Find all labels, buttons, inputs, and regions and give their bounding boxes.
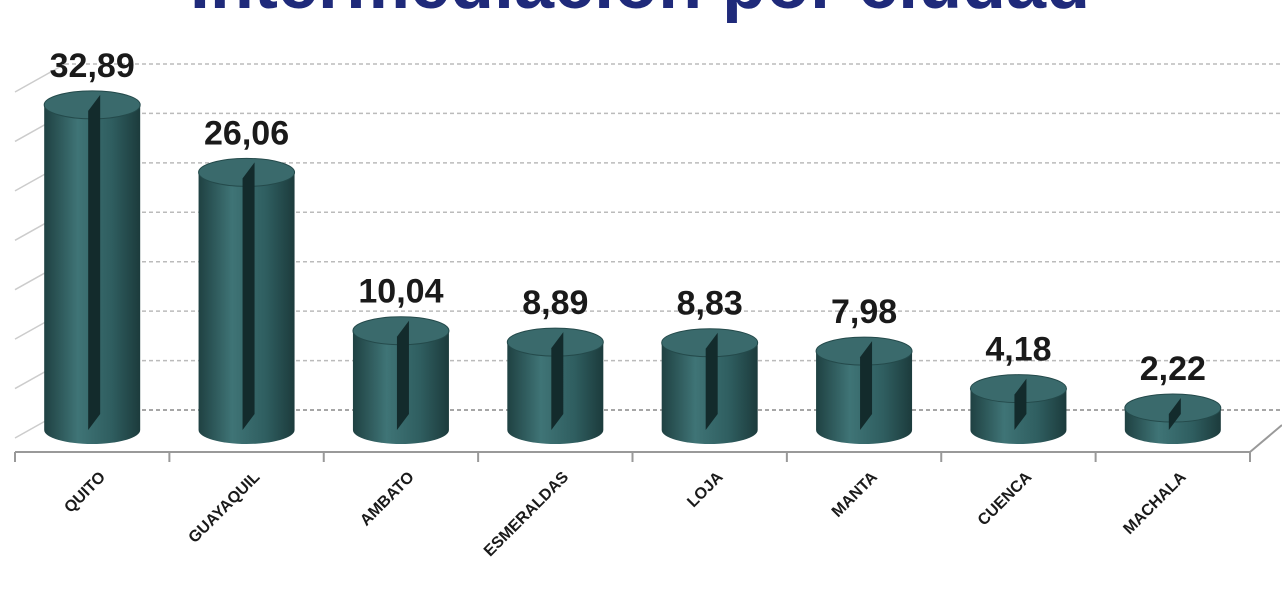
x-tick-label: GUAYAQUIL bbox=[186, 469, 264, 547]
x-tick-label: MANTA bbox=[829, 468, 881, 520]
floor-edge bbox=[1249, 424, 1282, 453]
bar bbox=[198, 157, 296, 444]
x-tick-label: CUENCA bbox=[975, 468, 1036, 529]
cylinder-groove bbox=[705, 332, 718, 430]
x-tick-label: LOJA bbox=[684, 468, 727, 511]
cylinder-groove bbox=[88, 94, 101, 430]
bar bbox=[1124, 393, 1222, 444]
value-label: 32,89 bbox=[50, 47, 135, 85]
bar bbox=[969, 374, 1067, 444]
grid-diag bbox=[14, 63, 66, 93]
value-label: 2,22 bbox=[1140, 350, 1206, 388]
cylinder-groove bbox=[551, 332, 564, 430]
bar bbox=[43, 90, 141, 444]
bar bbox=[506, 327, 604, 444]
value-label: 7,98 bbox=[831, 293, 897, 331]
cylinder-groove bbox=[1014, 378, 1027, 430]
bar bbox=[815, 336, 913, 444]
value-label: 10,04 bbox=[358, 273, 443, 311]
x-tick-label: MACHALA bbox=[1120, 468, 1190, 538]
value-label: 4,18 bbox=[985, 331, 1051, 369]
x-tick-label: QUITO bbox=[61, 469, 109, 517]
cylinder-groove bbox=[860, 341, 873, 430]
bar bbox=[352, 316, 450, 444]
cylinder-groove bbox=[242, 162, 255, 430]
value-label: 8,89 bbox=[522, 284, 588, 322]
x-tick-label: AMBATO bbox=[357, 469, 418, 530]
bar bbox=[661, 328, 759, 444]
cylinder-groove bbox=[1168, 398, 1181, 430]
chart-title: Intermediación por ciudad bbox=[190, 0, 1090, 24]
cylinder-groove bbox=[396, 320, 409, 430]
value-label: 8,83 bbox=[677, 285, 743, 323]
x-tick-label: ESMERALDAS bbox=[481, 469, 572, 560]
value-label: 26,06 bbox=[204, 114, 289, 152]
